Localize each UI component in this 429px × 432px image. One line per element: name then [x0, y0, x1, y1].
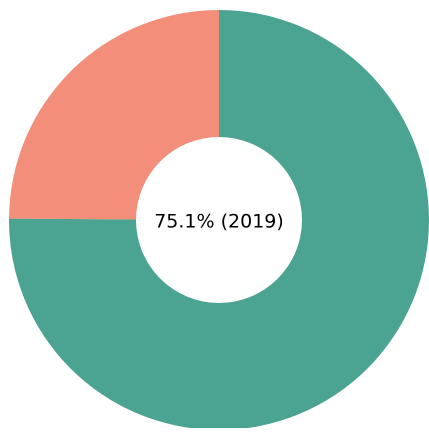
- slice: [8, 10, 429, 431]
- slice: [9, 10, 219, 220]
- center-label: 75.1% (2019): [154, 211, 284, 233]
- slices: [8, 10, 429, 431]
